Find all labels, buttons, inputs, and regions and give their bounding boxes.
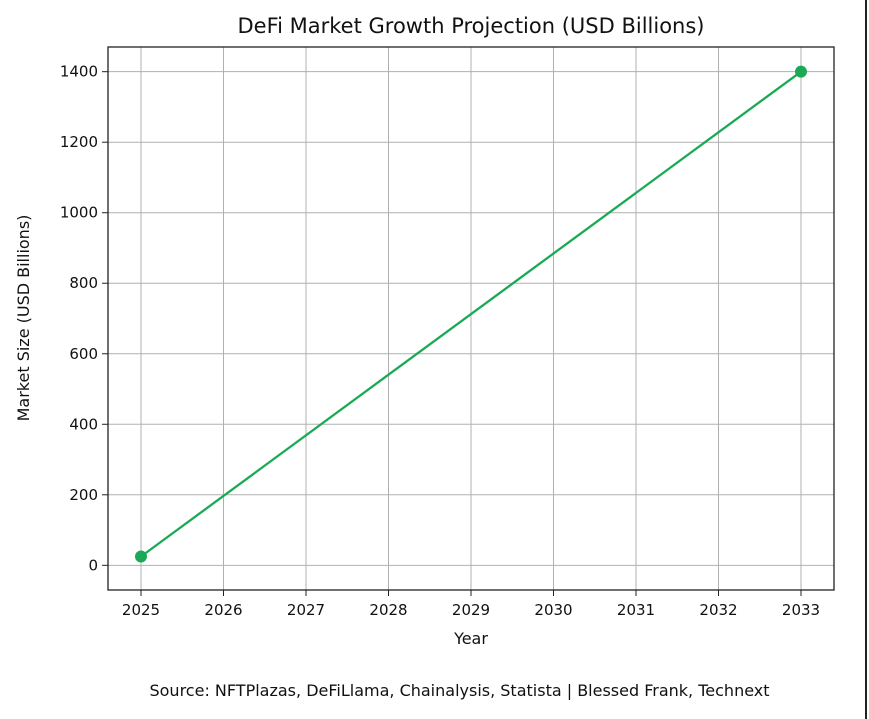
chart-title: DeFi Market Growth Projection (USD Billi… [238, 14, 705, 38]
x-tick-label: 2027 [287, 601, 325, 619]
grid [108, 47, 834, 590]
x-tick-label: 2028 [369, 601, 407, 619]
series-line [140, 70, 802, 558]
x-axis-label: Year [453, 629, 488, 648]
series-marks [135, 65, 807, 563]
x-tick-label: 2026 [204, 601, 242, 619]
x-tick-label: 2029 [452, 601, 490, 619]
y-axis-label: Market Size (USD Billions) [14, 215, 33, 422]
plot-frame [107, 46, 835, 591]
x-tick-label: 2030 [534, 601, 572, 619]
x-tick-label: 2033 [782, 601, 820, 619]
y-tick-label: 200 [69, 486, 98, 504]
x-tick-label: 2031 [617, 601, 655, 619]
data-point [135, 550, 147, 563]
y-tick-label: 400 [69, 415, 98, 433]
x-tick-label: 2025 [122, 601, 160, 619]
y-tick-label: 600 [69, 345, 98, 363]
y-tick-label: 0 [88, 556, 98, 574]
y-tick-label: 1000 [60, 204, 98, 222]
right-border [865, 0, 867, 719]
data-point [795, 65, 807, 78]
ticks: 2025 2026 2027 2028 2029 2030 2031 2032 2033 0 200… [60, 63, 820, 619]
x-tick-label: 2032 [699, 601, 737, 619]
y-tick-label: 1200 [60, 133, 98, 151]
y-tick-label: 1400 [60, 63, 98, 81]
source-caption: Source: NFTPlazas, DeFiLlama, Chainalysi… [149, 681, 770, 700]
y-tick-label: 800 [69, 274, 98, 292]
